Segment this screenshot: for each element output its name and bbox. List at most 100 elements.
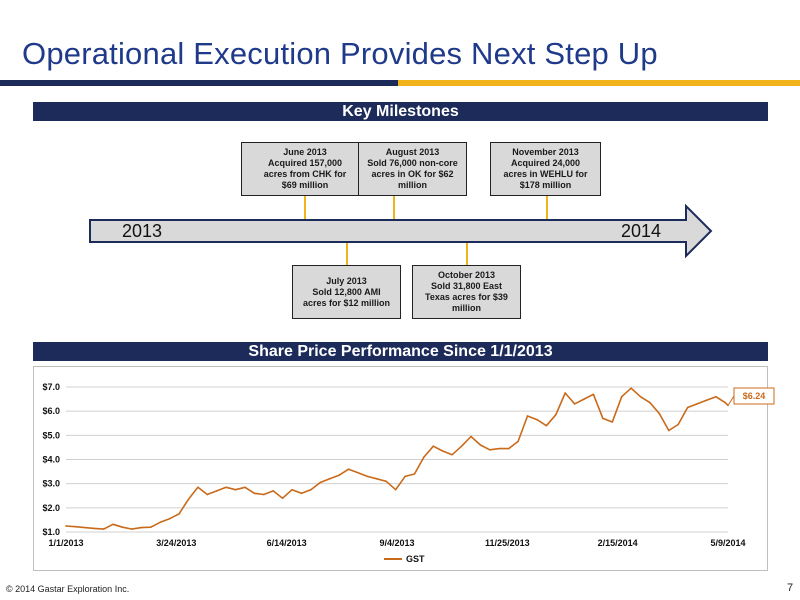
data-point: [423, 456, 425, 458]
data-point: [253, 492, 256, 495]
data-point: [281, 497, 284, 499]
share-price-chart-frame: [33, 366, 768, 571]
timeline-start-year: 2013: [122, 221, 162, 241]
x-tick-label: 3/24/2013: [156, 538, 196, 548]
key-milestones-header: Key Milestones: [33, 102, 768, 121]
data-point: [404, 475, 406, 478]
data-point: [564, 392, 566, 394]
data-point: [602, 417, 604, 420]
data-point: [225, 486, 227, 489]
data-point: [168, 517, 171, 520]
y-tick-label: $6.0: [42, 406, 60, 416]
data-point: [65, 525, 67, 527]
legend-label-gst: GST: [406, 554, 425, 564]
y-tick-label: $7.0: [42, 382, 60, 392]
data-point: [376, 478, 378, 480]
data-point: [451, 453, 453, 456]
milestone-line: Sold 12,800 AMI: [312, 286, 381, 297]
data-point: [658, 412, 661, 415]
data-point: [149, 526, 152, 528]
data-point: [470, 435, 472, 438]
data-point: [300, 492, 303, 495]
data-point: [583, 398, 585, 400]
timeline-arrow-graphic: 2013 2014: [89, 196, 713, 265]
milestone-line: Acquired 24,000: [510, 158, 581, 168]
milestone-line: November 2013: [512, 147, 579, 157]
data-point: [554, 413, 557, 416]
y-tick-label: $5.0: [42, 430, 60, 440]
data-point: [84, 526, 86, 529]
data-point: [262, 493, 265, 496]
milestone-line: Texas acres for $39: [425, 292, 508, 302]
data-point: [121, 526, 124, 528]
data-point: [385, 480, 388, 483]
data-point: [630, 387, 632, 390]
data-point: [479, 444, 482, 446]
data-point: [206, 493, 209, 496]
x-tick-label: 5/9/2014: [710, 538, 745, 548]
last-value-box: [733, 387, 775, 405]
series-line-gst: [65, 387, 729, 530]
data-point: [178, 513, 180, 515]
x-tick-label: 11/25/2013: [485, 538, 530, 548]
data-point: [441, 450, 444, 452]
data-point: [536, 418, 538, 421]
page-number: 7: [787, 582, 794, 594]
y-tick-label: $3.0: [42, 479, 60, 489]
milestone-june-2013: June 2013 Acquired 157,000 acres from CH…: [241, 142, 369, 196]
data-point: [234, 488, 237, 491]
data-point: [517, 440, 519, 443]
data-point: [74, 525, 77, 528]
y-tick-label: $1.0: [42, 527, 60, 537]
milestone-line: acres in WEHLU for: [503, 169, 588, 179]
data-point: [611, 421, 614, 423]
milestone-line: August 2013: [385, 147, 440, 157]
last-value-label: $6.24: [743, 391, 766, 401]
data-point: [140, 526, 143, 529]
y-tick-label: $2.0: [42, 503, 60, 513]
data-point: [620, 395, 623, 398]
data-point: [291, 488, 293, 491]
data-point: [677, 423, 680, 426]
data-point: [489, 449, 491, 451]
data-point: [131, 528, 133, 530]
data-point: [328, 478, 331, 480]
timeline-arrow: [89, 203, 713, 259]
data-point: [667, 429, 670, 432]
milestone-line: Sold 76,000 non-core: [367, 158, 458, 168]
milestone-line: Sold 31,800 East: [430, 281, 503, 291]
data-point: [93, 527, 96, 530]
data-point: [347, 468, 350, 470]
milestone-july-2013: July 2013 Sold 12,800 AMI acres for $12 …: [292, 265, 401, 319]
data-point: [366, 475, 369, 478]
data-point: [394, 488, 397, 491]
timeline-end-year: 2014: [621, 221, 661, 241]
data-point: [357, 471, 359, 474]
milestone-august-2013: August 2013 Sold 76,000 non-core acres i…: [358, 142, 467, 196]
data-point: [432, 445, 435, 448]
milestone-november-2013: November 2013 Acquired 24,000 acres in W…: [490, 142, 601, 196]
data-point: [159, 521, 161, 524]
x-tick-label: 6/14/2013: [267, 538, 307, 548]
data-point: [244, 486, 246, 489]
data-point: [573, 403, 576, 405]
data-point: [639, 395, 642, 398]
data-point: [215, 490, 218, 492]
data-point: [498, 447, 501, 450]
slide-title: Operational Execution Provides Next Step…: [22, 36, 658, 71]
milestone-line: Acquired 157,000: [267, 158, 343, 168]
data-point: [696, 403, 698, 405]
x-tick-label: 2/15/2014: [598, 538, 638, 548]
data-point: [187, 498, 190, 501]
milestone-line: June 2013: [283, 147, 327, 157]
data-point: [272, 490, 275, 492]
data-point: [319, 481, 322, 484]
milestone-line: $69 million: [281, 180, 329, 190]
data-point: [102, 528, 105, 530]
data-point: [413, 473, 416, 475]
milestone-line: acres in OK for $62: [371, 169, 454, 179]
last-value-connector: [727, 395, 735, 406]
data-point: [310, 488, 312, 491]
data-point: [545, 424, 548, 427]
title-rule-gold: [398, 80, 800, 86]
